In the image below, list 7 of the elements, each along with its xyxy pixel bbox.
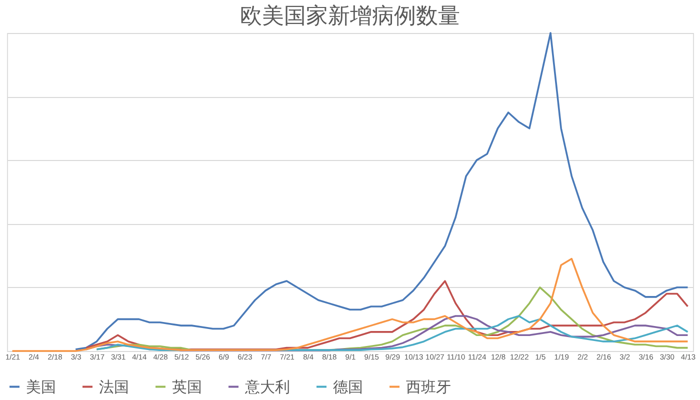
legend-label: 美国 bbox=[26, 378, 56, 396]
legend-label: 意大利 bbox=[244, 378, 290, 396]
chart-title: 欧美国家新增病例数量 bbox=[240, 4, 460, 30]
legend-label: 法国 bbox=[99, 378, 129, 396]
legend-label: 英国 bbox=[172, 378, 202, 396]
legend-label: 德国 bbox=[333, 378, 363, 396]
legend-label: 西班牙 bbox=[406, 378, 451, 396]
